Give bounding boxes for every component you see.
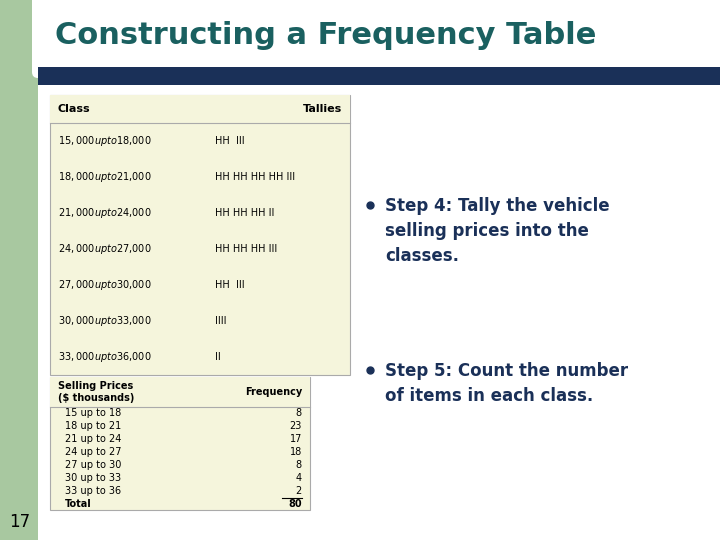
Text: 17: 17 bbox=[289, 434, 302, 444]
Text: $33,000 up to $36,000: $33,000 up to $36,000 bbox=[58, 350, 152, 364]
Text: 80: 80 bbox=[289, 498, 302, 509]
Text: $24,000 up to $27,000: $24,000 up to $27,000 bbox=[58, 242, 152, 256]
Text: HH  III: HH III bbox=[215, 136, 245, 146]
Text: Class: Class bbox=[58, 104, 91, 114]
Text: HH  III: HH III bbox=[215, 280, 245, 290]
Text: 8: 8 bbox=[296, 408, 302, 418]
Text: HH HH HH HH III: HH HH HH HH III bbox=[215, 172, 295, 182]
Text: 18 up to 21: 18 up to 21 bbox=[65, 421, 121, 431]
Text: 8: 8 bbox=[296, 460, 302, 470]
Text: 27 up to 30: 27 up to 30 bbox=[65, 460, 122, 470]
Bar bbox=[260, 0, 720, 60]
Text: HH HH HH III: HH HH HH III bbox=[215, 244, 277, 254]
Text: IIII: IIII bbox=[215, 316, 227, 326]
Bar bbox=[50, 377, 310, 510]
Text: 2: 2 bbox=[296, 485, 302, 496]
Bar bbox=[38, 67, 720, 85]
Bar bbox=[50, 95, 350, 123]
Bar bbox=[0, 0, 38, 540]
Text: Tallies: Tallies bbox=[302, 104, 342, 114]
Text: Constructing a Frequency Table: Constructing a Frequency Table bbox=[55, 22, 596, 51]
Text: Step 4: Tally the vehicle
selling prices into the
classes.: Step 4: Tally the vehicle selling prices… bbox=[385, 197, 610, 265]
Text: 21 up to 24: 21 up to 24 bbox=[65, 434, 122, 444]
Text: 18: 18 bbox=[289, 447, 302, 457]
Text: Step 5: Count the number
of items in each class.: Step 5: Count the number of items in eac… bbox=[385, 362, 628, 405]
Text: II: II bbox=[215, 352, 221, 362]
Text: $30,000 up to $33,000: $30,000 up to $33,000 bbox=[58, 314, 152, 328]
Text: $27,000 up to $30,000: $27,000 up to $30,000 bbox=[58, 278, 152, 292]
Text: 23: 23 bbox=[289, 421, 302, 431]
Text: Frequency: Frequency bbox=[245, 387, 302, 397]
Text: 33 up to 36: 33 up to 36 bbox=[65, 485, 121, 496]
Text: Total: Total bbox=[65, 498, 91, 509]
Text: 30 up to 33: 30 up to 33 bbox=[65, 473, 121, 483]
Text: 15 up to 18: 15 up to 18 bbox=[65, 408, 121, 418]
Bar bbox=[50, 95, 350, 375]
Text: $18,000 up to $21,000: $18,000 up to $21,000 bbox=[58, 170, 152, 184]
Text: $15,000 up to $18,000: $15,000 up to $18,000 bbox=[58, 134, 152, 148]
Text: 24 up to 27: 24 up to 27 bbox=[65, 447, 122, 457]
Text: $21,000 up to $24,000: $21,000 up to $24,000 bbox=[58, 206, 152, 220]
Text: HH HH HH II: HH HH HH II bbox=[215, 208, 274, 218]
FancyBboxPatch shape bbox=[32, 0, 720, 78]
Bar bbox=[50, 377, 310, 407]
Text: 17: 17 bbox=[9, 513, 30, 531]
Text: Selling Prices
($ thousands): Selling Prices ($ thousands) bbox=[58, 381, 135, 403]
Text: 4: 4 bbox=[296, 473, 302, 483]
